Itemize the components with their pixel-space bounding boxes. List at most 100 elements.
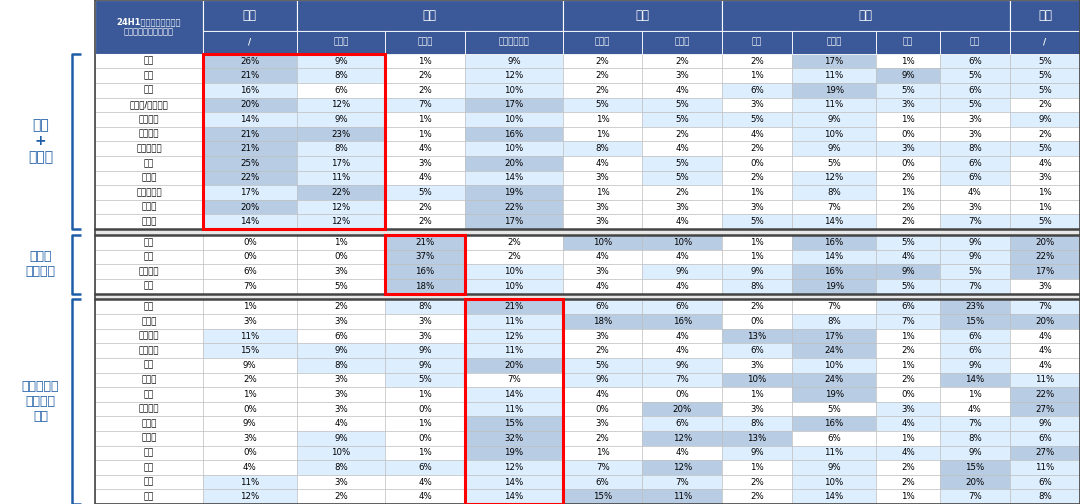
Bar <box>876 83 940 98</box>
Text: 10%: 10% <box>824 130 843 139</box>
Text: 服装: 服装 <box>144 71 154 80</box>
Bar <box>876 31 940 54</box>
Text: 21%: 21% <box>240 130 259 139</box>
Text: 8%: 8% <box>827 188 841 197</box>
Bar <box>297 431 386 446</box>
Bar <box>643 98 721 112</box>
Bar <box>721 299 792 314</box>
Text: 21%: 21% <box>240 144 259 153</box>
Text: 7%: 7% <box>675 478 689 486</box>
Text: 3%: 3% <box>751 361 764 370</box>
Bar <box>643 112 721 127</box>
Text: 19%: 19% <box>824 282 843 291</box>
Bar <box>721 431 792 446</box>
Bar <box>297 460 386 475</box>
Text: 4%: 4% <box>901 449 915 457</box>
Text: 15%: 15% <box>593 492 612 501</box>
Bar <box>721 279 792 293</box>
Bar <box>792 343 876 358</box>
Text: 3%: 3% <box>968 115 982 124</box>
Text: 2%: 2% <box>675 188 689 197</box>
Text: 0%: 0% <box>243 449 257 457</box>
Bar <box>386 112 464 127</box>
Bar <box>297 69 386 83</box>
Bar <box>95 402 203 416</box>
Bar <box>464 358 563 372</box>
Text: 20%: 20% <box>504 361 524 370</box>
Bar <box>386 264 464 279</box>
Bar <box>464 215 563 229</box>
Text: 1%: 1% <box>901 434 915 443</box>
Text: 其他欧洲国家: 其他欧洲国家 <box>499 38 529 47</box>
Bar <box>386 83 464 98</box>
Text: 1%: 1% <box>751 71 764 80</box>
Bar <box>940 156 1010 171</box>
Bar <box>464 475 563 489</box>
Text: 7%: 7% <box>968 282 982 291</box>
Bar <box>203 215 297 229</box>
Text: 22%: 22% <box>1036 390 1054 399</box>
Bar <box>203 358 297 372</box>
Bar <box>792 54 876 69</box>
Bar <box>386 343 464 358</box>
Text: 9%: 9% <box>751 267 764 276</box>
Bar <box>464 54 563 69</box>
Text: 7%: 7% <box>675 375 689 385</box>
Text: 2%: 2% <box>418 203 432 212</box>
Text: 变压器: 变压器 <box>141 419 157 428</box>
Text: 5%: 5% <box>751 217 764 226</box>
Text: 8%: 8% <box>1038 492 1052 501</box>
Text: 3%: 3% <box>596 203 609 212</box>
Bar <box>464 460 563 475</box>
Text: 14%: 14% <box>504 478 524 486</box>
Text: 2%: 2% <box>901 173 915 182</box>
Bar <box>563 83 643 98</box>
Bar <box>940 358 1010 372</box>
Text: 9%: 9% <box>968 253 982 262</box>
Bar <box>792 460 876 475</box>
Text: 4%: 4% <box>418 492 432 501</box>
Text: 9%: 9% <box>901 267 915 276</box>
Bar <box>297 249 386 264</box>
Bar <box>643 489 721 504</box>
Bar <box>792 475 876 489</box>
Bar <box>203 127 297 142</box>
Text: 6%: 6% <box>675 302 689 311</box>
Text: 轮胎: 轮胎 <box>144 463 154 472</box>
Text: 5%: 5% <box>1038 71 1052 80</box>
Text: 9%: 9% <box>827 463 841 472</box>
Bar <box>386 279 464 293</box>
Text: 8%: 8% <box>334 361 348 370</box>
Bar <box>940 215 1010 229</box>
Text: 1%: 1% <box>901 188 915 197</box>
Text: 1%: 1% <box>334 238 348 247</box>
Text: 4%: 4% <box>243 463 257 472</box>
Text: 冰箱: 冰箱 <box>144 159 154 168</box>
Text: 1%: 1% <box>751 463 764 472</box>
Bar <box>792 31 876 54</box>
Bar <box>203 31 297 54</box>
Text: 2%: 2% <box>751 56 764 66</box>
Text: 0%: 0% <box>901 390 915 399</box>
Bar <box>464 489 563 504</box>
Text: 8%: 8% <box>827 317 841 326</box>
Bar <box>940 372 1010 387</box>
Bar <box>386 31 464 54</box>
Text: 0%: 0% <box>751 317 764 326</box>
Text: 4%: 4% <box>675 86 689 95</box>
Text: 5%: 5% <box>675 173 689 182</box>
Bar <box>464 329 563 343</box>
Bar <box>940 54 1010 69</box>
Bar <box>1010 489 1080 504</box>
Text: 西亚: 西亚 <box>970 38 980 47</box>
Text: 1%: 1% <box>418 449 432 457</box>
Text: 5%: 5% <box>1038 217 1052 226</box>
Text: 9%: 9% <box>751 449 764 457</box>
Bar <box>643 171 721 185</box>
Text: 0%: 0% <box>334 253 348 262</box>
Text: 10%: 10% <box>504 282 524 291</box>
Bar <box>940 171 1010 185</box>
Bar <box>563 446 643 460</box>
Bar <box>95 249 203 264</box>
Text: 3%: 3% <box>334 375 348 385</box>
